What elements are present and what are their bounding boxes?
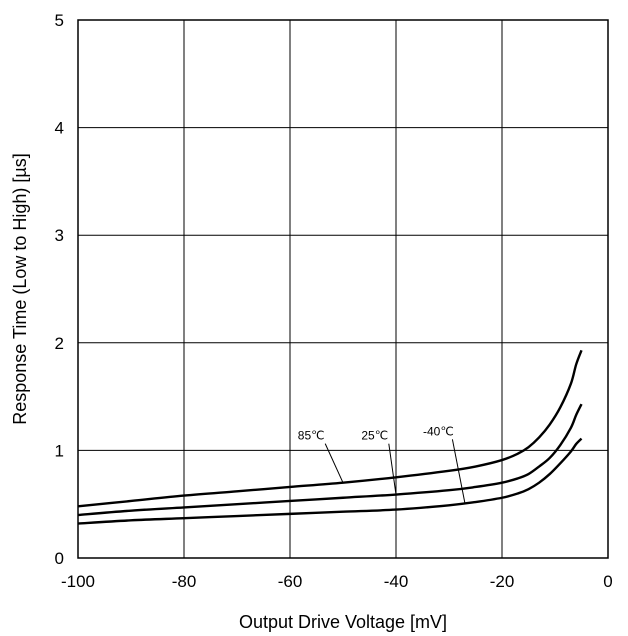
series-line-0 <box>77 349 583 508</box>
annotations: 85℃ 25℃ -40℃ <box>298 424 466 504</box>
x-tick-label: -100 <box>61 572 95 591</box>
series-lines <box>77 349 583 525</box>
x-tick-label: -40 <box>384 572 409 591</box>
series-line-2 <box>77 437 583 525</box>
y-axis-label: Response Time (Low to High) [µs] <box>10 153 30 424</box>
y-tick-label: 4 <box>55 119 64 138</box>
y-tick-label: 1 <box>55 441 64 460</box>
annotation-leader <box>388 443 397 495</box>
y-tick-label: 2 <box>55 334 64 353</box>
series-annotation-label: 25℃ <box>361 429 388 443</box>
gridlines <box>78 20 608 558</box>
x-tick-label: -60 <box>278 572 303 591</box>
tick-labels: -100 -80 -60 -40 -20 0 0 1 2 3 4 5 <box>55 11 613 591</box>
x-axis-label: Output Drive Voltage [mV] <box>239 612 447 632</box>
series-line-1 <box>77 403 583 517</box>
x-tick-label: -20 <box>490 572 515 591</box>
y-tick-label: 5 <box>55 11 64 30</box>
series-annotation-label: -40℃ <box>423 424 454 438</box>
plot-frame <box>77 19 609 559</box>
plot-background <box>78 20 608 558</box>
annotation-leader <box>324 443 344 483</box>
x-tick-label: -80 <box>172 572 197 591</box>
y-tick-label: 0 <box>55 549 64 568</box>
y-tick-label: 3 <box>55 226 64 245</box>
annotation-leader <box>451 439 466 504</box>
series-annotation-label: 85℃ <box>298 429 325 443</box>
x-tick-label: 0 <box>603 572 612 591</box>
